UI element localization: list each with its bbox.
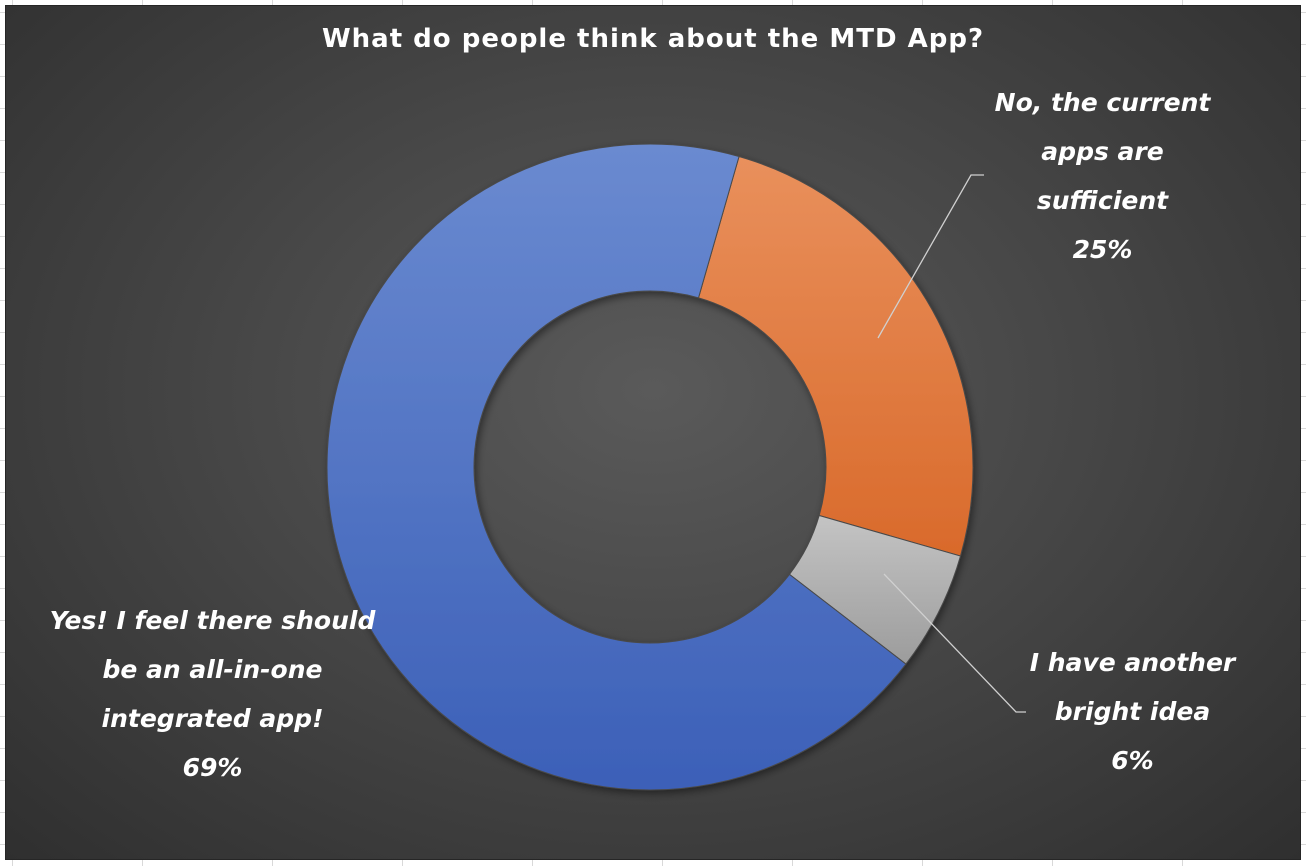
data-label-no-percent: 25% [1072, 235, 1133, 264]
data-label-bright-idea-percent: 6% [1111, 746, 1154, 775]
chart-title: What do people think about the MTD App? [321, 24, 985, 54]
donut-slice-yes[interactable] [326, 143, 907, 791]
data-label-yes-text: Yes! I feel there should be an all-in-on… [49, 606, 376, 733]
data-label-yes: Yes! I feel there should be an all-in-on… [40, 596, 385, 792]
leader-line-bright-idea [883, 573, 1026, 713]
data-label-yes-percent: 69% [182, 753, 243, 782]
data-label-no: No, the current apps are sufficient 25% [970, 78, 1235, 274]
donut-slice-no[interactable] [697, 155, 974, 557]
leader-line-no [877, 174, 984, 339]
data-label-no-text: No, the current apps are sufficient [994, 88, 1211, 215]
data-label-bright-idea: I have another bright idea 6% [1005, 638, 1260, 785]
data-label-bright-idea-text: I have another bright idea [1029, 648, 1236, 726]
